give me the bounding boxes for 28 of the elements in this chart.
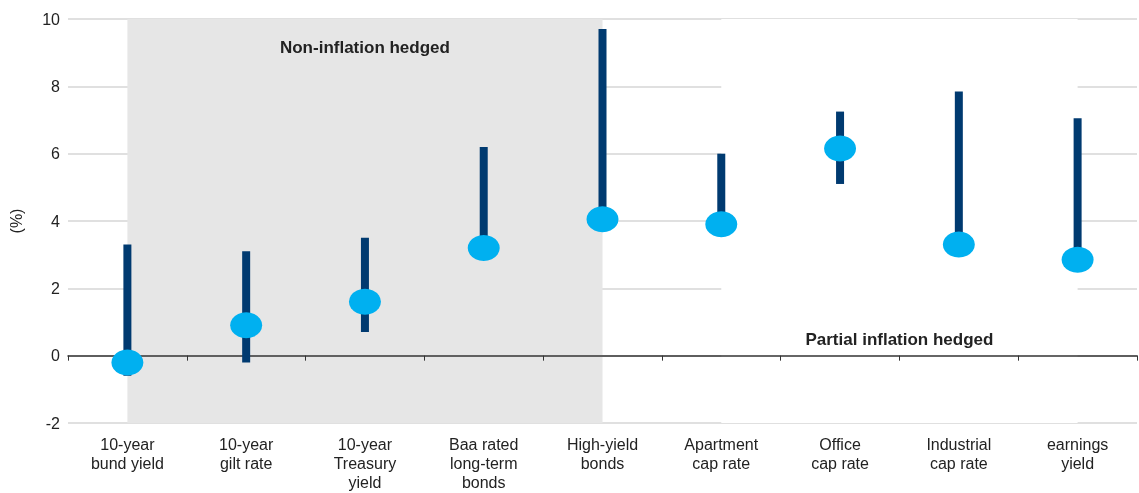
x-tick-label: 10-year Treasury yield bbox=[333, 436, 397, 491]
point bbox=[1061, 246, 1094, 273]
point bbox=[111, 349, 144, 376]
point bbox=[705, 211, 738, 238]
point bbox=[942, 231, 975, 258]
y-tick-label: 8 bbox=[51, 77, 61, 95]
point bbox=[824, 135, 857, 162]
x-tick-label: High-yield bonds bbox=[566, 436, 639, 472]
point bbox=[230, 312, 263, 339]
x-tick-label: 10-year gilt rate bbox=[219, 436, 274, 472]
y-tick-label: 2 bbox=[51, 279, 61, 297]
y-tick-label: -2 bbox=[45, 414, 61, 432]
point bbox=[586, 206, 619, 233]
band-label: Partial inflation hedged bbox=[805, 330, 994, 349]
band-label: Non-inflation hedged bbox=[279, 38, 450, 57]
y-tick-label: 10 bbox=[42, 10, 61, 28]
y-tick-label: 6 bbox=[51, 145, 61, 163]
x-tick-label: Office cap rate bbox=[811, 436, 870, 472]
x-tick-label: 10-year bund yield bbox=[90, 436, 164, 472]
x-tick-label: earnings yield bbox=[1046, 436, 1109, 472]
y-tick-label: 4 bbox=[51, 212, 61, 230]
y-tick-label: 0 bbox=[51, 347, 61, 365]
y-axis-title: (%) bbox=[7, 208, 25, 234]
point bbox=[467, 234, 500, 261]
x-tick-label: Industrial cap rate bbox=[926, 436, 992, 472]
x-tick-label: Baa rated long-term bonds bbox=[449, 436, 519, 491]
x-tick-label: Apartment cap rate bbox=[684, 436, 759, 472]
point bbox=[348, 288, 381, 315]
